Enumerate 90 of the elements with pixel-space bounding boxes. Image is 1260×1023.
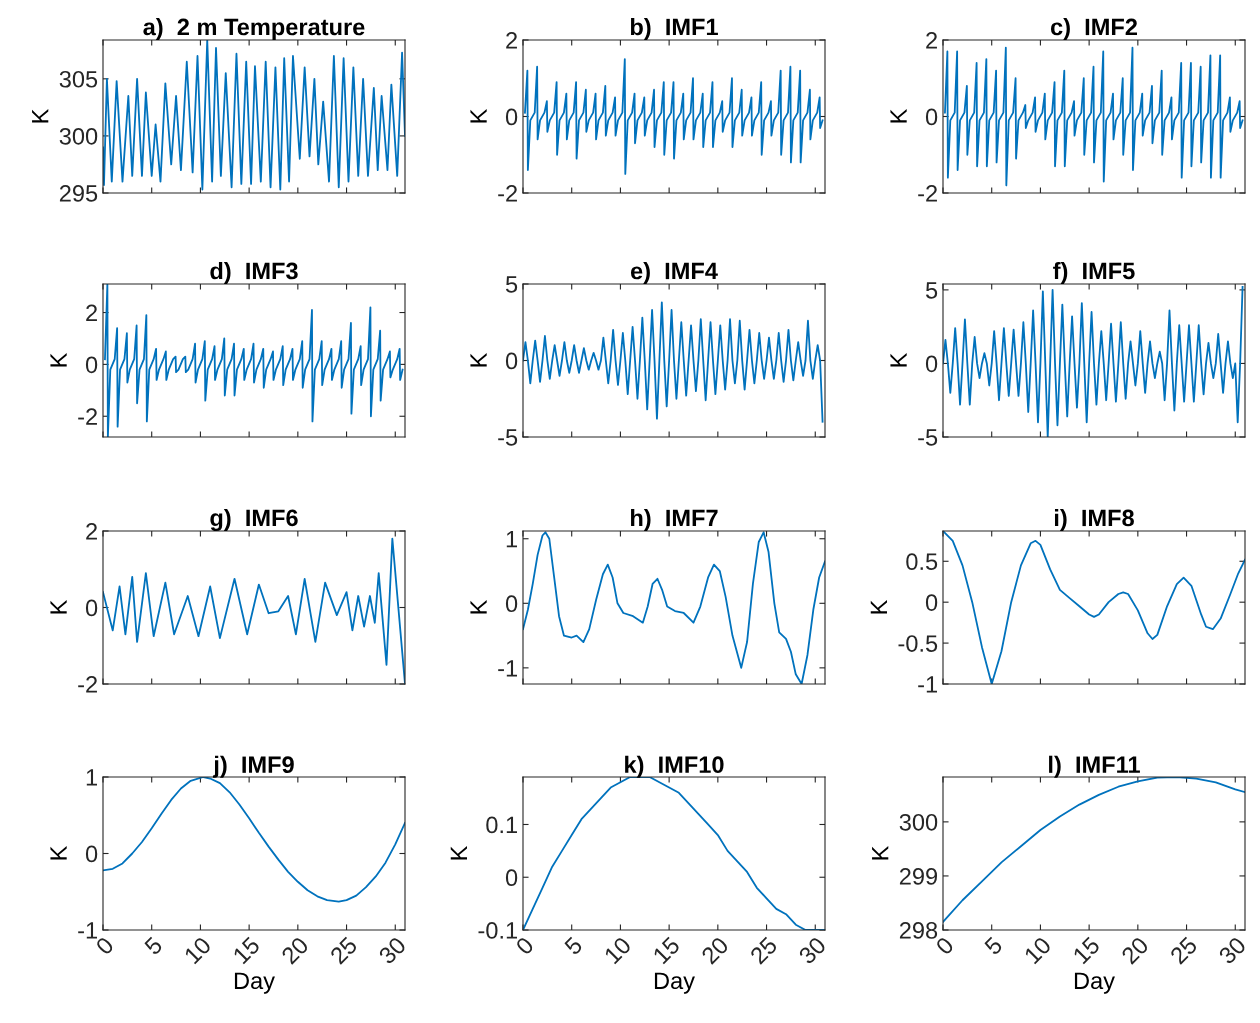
- y-tick-label: -1: [498, 660, 517, 677]
- line-series: [523, 531, 825, 684]
- x-axis-title: Day: [1074, 972, 1115, 994]
- y-axis-title: K: [50, 352, 67, 367]
- y-tick-label: 0: [85, 356, 98, 374]
- line-series: [943, 531, 1245, 684]
- y-tick-label: -0.5: [898, 635, 938, 652]
- chart-title: f) IMF5: [1053, 261, 1135, 284]
- line-series: [103, 40, 405, 191]
- y-tick-label: 0: [85, 845, 98, 863]
- y-axis-title: K: [870, 599, 887, 614]
- x-tick-label: 10: [1023, 935, 1053, 965]
- y-tick-label: 298: [899, 922, 938, 939]
- y-tick-label: 0: [925, 108, 938, 126]
- y-tick-label: -1: [78, 922, 97, 939]
- line-series: [523, 301, 824, 423]
- chart-title: g) IMF6: [210, 508, 298, 531]
- x-tick-label: 20: [280, 935, 310, 965]
- x-tick-label: 30: [377, 935, 407, 966]
- y-tick-label: 305: [59, 70, 98, 88]
- line-series: [524, 58, 824, 175]
- x-tick-label: 25: [329, 936, 359, 965]
- y-tick-label: -2: [918, 185, 937, 202]
- chart-title: j) IMF9: [212, 755, 294, 778]
- y-axis-title: K: [470, 352, 487, 367]
- line-series: [944, 46, 1244, 187]
- y-tick-label: 1: [86, 769, 97, 786]
- y-tick-label: -1: [918, 676, 937, 693]
- x-tick-label: 30: [1217, 935, 1247, 966]
- y-tick-label: 299: [899, 868, 938, 885]
- x-axis-title: Day: [654, 972, 695, 994]
- y-tick-label: 0: [505, 869, 518, 887]
- y-axis-title: K: [470, 599, 487, 614]
- chart-title: h) IMF7: [631, 508, 718, 531]
- chart-title: e) IMF4: [630, 261, 718, 284]
- y-tick-label: 0: [505, 595, 518, 613]
- chart-title: c) IMF2: [1050, 17, 1138, 40]
- y-axis-title: K: [890, 108, 907, 123]
- y-axis-title: K: [470, 108, 487, 123]
- y-tick-label: 2: [86, 304, 97, 322]
- y-tick-label: 0: [925, 355, 938, 373]
- x-tick-label: 25: [1169, 936, 1199, 965]
- y-tick-label: 0: [85, 599, 98, 617]
- x-tick-label: 30: [797, 935, 827, 966]
- chart-title: b) IMF1: [630, 17, 718, 40]
- y-tick-label: 0: [505, 108, 518, 126]
- y-tick-label: 0: [925, 594, 938, 611]
- y-axis-title: K: [890, 352, 907, 367]
- chart-title: l) IMF11: [1049, 755, 1140, 778]
- y-tick-label: 1: [506, 531, 517, 548]
- y-tick-label: 2: [926, 32, 937, 49]
- chart-title: k) IMF10: [625, 755, 724, 778]
- line-series: [104, 284, 404, 437]
- y-tick-label: 5: [925, 282, 938, 299]
- y-tick-label: -2: [78, 408, 97, 425]
- x-tick-label: 10: [603, 935, 633, 965]
- y-tick-label: -5: [498, 429, 518, 446]
- y-tick-label: 0: [505, 352, 518, 370]
- y-tick-label: 300: [59, 127, 98, 145]
- x-tick-label: 15: [1072, 936, 1101, 965]
- x-tick-label: 15: [232, 936, 261, 965]
- y-tick-label: -5: [918, 429, 938, 446]
- y-axis-title: K: [872, 845, 889, 860]
- y-tick-label: -2: [498, 185, 517, 202]
- x-tick-label: 5: [143, 936, 164, 956]
- y-tick-label: -0.1: [478, 922, 517, 939]
- x-axis-title: Day: [234, 972, 275, 994]
- x-tick-label: 10: [183, 935, 213, 965]
- x-tick-label: 5: [563, 936, 584, 956]
- chart-title: a) 2 m Temperature: [143, 17, 365, 40]
- y-tick-label: 2: [86, 523, 97, 540]
- chart-title: i) IMF8: [1054, 508, 1134, 531]
- y-tick-label: -2: [78, 676, 97, 693]
- x-tick-label: 25: [749, 936, 779, 965]
- y-axis-title: K: [450, 845, 467, 860]
- y-tick-label: 2: [506, 32, 517, 49]
- y-axis-title: K: [50, 599, 67, 614]
- x-tick-label: 5: [983, 936, 1004, 956]
- chart-title: d) IMF3: [210, 261, 298, 284]
- y-axis-title: K: [32, 108, 49, 123]
- y-tick-label: 0.1: [486, 816, 517, 834]
- x-tick-label: 20: [700, 935, 730, 965]
- y-tick-label: 295: [59, 185, 98, 202]
- x-tick-label: 20: [1120, 935, 1150, 965]
- y-tick-label: 0.5: [906, 553, 938, 571]
- y-tick-label: 300: [899, 813, 938, 831]
- y-axis-title: K: [50, 845, 67, 860]
- x-tick-label: 15: [652, 936, 681, 965]
- line-series: [943, 286, 1244, 437]
- y-tick-label: 5: [505, 276, 518, 293]
